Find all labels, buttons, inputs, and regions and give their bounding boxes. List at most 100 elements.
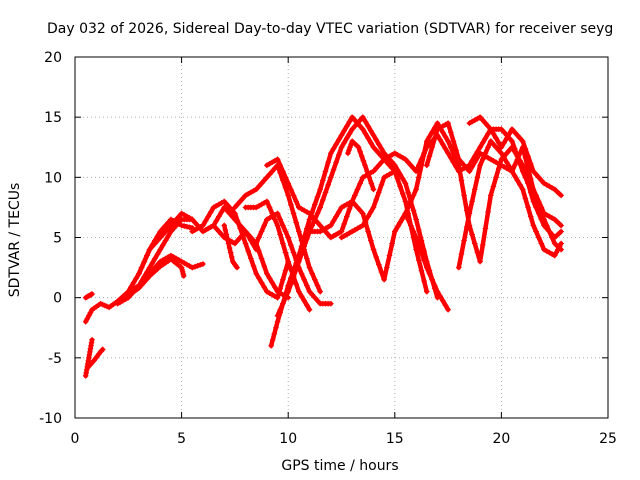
data-point (455, 162, 462, 169)
data-point (152, 268, 158, 274)
data-point (223, 231, 230, 238)
data-point (160, 231, 166, 238)
data-point (288, 201, 294, 208)
data-point (320, 197, 326, 203)
data-point (364, 168, 370, 175)
data-point (410, 165, 417, 172)
data-point (280, 240, 286, 247)
data-point (304, 302, 310, 308)
data-point (378, 145, 385, 152)
data-point (157, 246, 164, 253)
data-point (471, 240, 478, 247)
data-point (280, 300, 286, 307)
data-point (360, 114, 366, 120)
data-point (437, 136, 443, 143)
data-point (240, 195, 246, 202)
data-point (341, 127, 347, 134)
chart-title: Day 032 of 2026, Sidereal Day-to-day VTE… (47, 21, 613, 37)
data-point (354, 204, 361, 211)
data-point (373, 197, 379, 203)
data-point (122, 291, 129, 297)
data-point (264, 198, 270, 205)
data-point (346, 206, 353, 212)
data-point (407, 198, 414, 205)
data-point (168, 228, 174, 235)
data-point (165, 225, 172, 232)
data-point (304, 255, 310, 262)
data-point (474, 249, 481, 256)
data-point (352, 117, 358, 123)
data-point (200, 222, 206, 229)
data-point (237, 234, 244, 241)
data-point (349, 114, 355, 120)
x-tick-label: 0 (71, 431, 80, 447)
data-point (269, 279, 276, 286)
data-point (341, 139, 347, 146)
data-point (423, 138, 430, 145)
data-point (498, 126, 505, 132)
data-point (376, 261, 382, 268)
data-point (447, 129, 454, 136)
data-point (368, 209, 374, 215)
data-point (360, 210, 366, 217)
data-point (87, 309, 94, 316)
data-point (296, 288, 302, 295)
data-point (83, 370, 89, 376)
data-point (525, 165, 531, 172)
series-track-4 (84, 346, 106, 371)
data-point (285, 192, 291, 199)
data-point (314, 210, 321, 217)
data-point (144, 276, 150, 282)
data-point (273, 324, 279, 331)
data-point (141, 279, 148, 285)
data-point (146, 246, 153, 253)
data-point (485, 123, 491, 129)
data-point (429, 276, 435, 283)
data-point (136, 285, 142, 291)
data-point (533, 228, 539, 235)
data-point (317, 204, 323, 211)
data-point (498, 144, 505, 151)
data-point (421, 257, 427, 263)
data-point (479, 117, 486, 123)
data-point (493, 144, 499, 151)
data-point (157, 234, 164, 241)
data-point (487, 126, 494, 132)
data-point (439, 129, 446, 136)
data-point (89, 336, 95, 343)
data-point (82, 318, 89, 325)
data-point (509, 168, 515, 175)
data-point (99, 347, 105, 353)
data-point (165, 219, 172, 226)
data-point (381, 276, 387, 283)
data-point (511, 173, 518, 179)
data-point (234, 201, 241, 208)
data-point (413, 216, 419, 223)
data-point (229, 207, 236, 214)
data-point (285, 258, 291, 265)
data-point (349, 198, 355, 205)
data-point (293, 198, 299, 205)
data-point (423, 264, 430, 271)
data-point (397, 219, 403, 226)
series-track-18 (296, 198, 451, 313)
data-point (466, 210, 473, 217)
data-point (240, 231, 246, 238)
data-point (325, 159, 331, 166)
data-point (370, 144, 377, 151)
data-point (362, 130, 369, 137)
data-point (298, 270, 305, 277)
data-point (535, 210, 542, 217)
data-point (429, 144, 435, 151)
data-point (282, 185, 289, 191)
data-point (330, 218, 337, 224)
data-point (415, 242, 422, 248)
data-point (407, 162, 414, 169)
data-point (558, 228, 564, 235)
data-point (370, 246, 377, 253)
data-point (421, 278, 427, 284)
y-tick-label: 10 (44, 170, 62, 186)
data-point (358, 153, 365, 160)
data-point (242, 240, 249, 247)
data-point (381, 150, 387, 157)
